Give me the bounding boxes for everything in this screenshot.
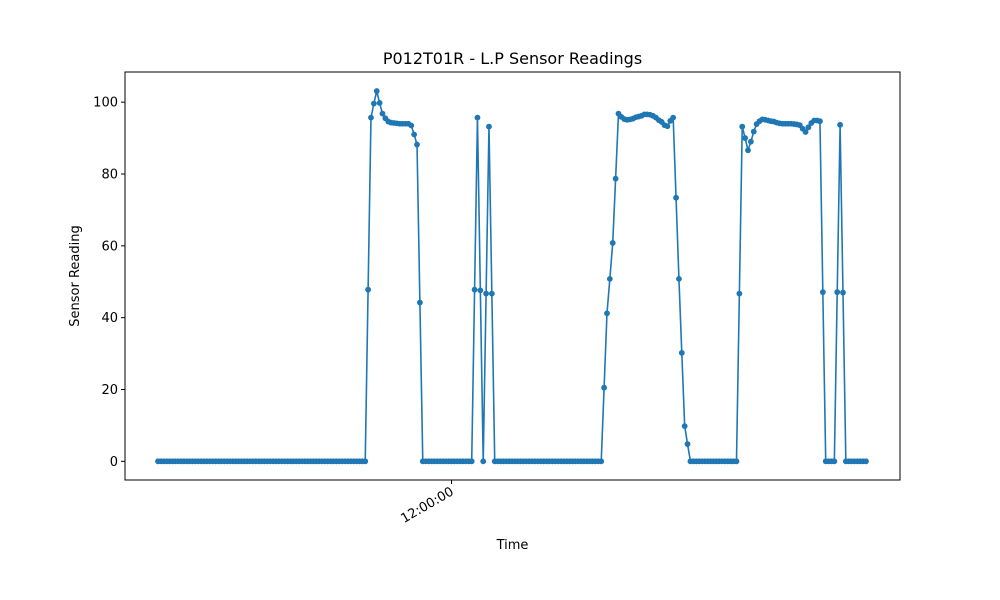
data-point — [802, 129, 809, 135]
data-point — [664, 123, 671, 130]
data-point — [488, 290, 495, 297]
data-point — [474, 114, 481, 121]
data-point — [747, 138, 754, 145]
data-point — [609, 240, 616, 246]
y-tick-label: 100 — [93, 96, 118, 111]
data-point — [414, 141, 420, 148]
y-tick-label: 20 — [101, 383, 118, 398]
data-point — [477, 287, 484, 294]
y-tick-label: 40 — [101, 311, 118, 326]
data-point — [368, 114, 374, 121]
data-point — [739, 123, 746, 130]
data-point — [408, 122, 415, 129]
y-axis-title: Sensor Reading — [68, 225, 83, 326]
plot-area — [155, 88, 869, 465]
data-point — [612, 175, 619, 182]
y-tick-label: 0 — [110, 455, 118, 470]
data-point — [745, 147, 751, 154]
data-point — [483, 290, 489, 297]
data-point — [837, 121, 843, 128]
data-point — [673, 194, 679, 201]
data-point — [831, 458, 838, 465]
data-point — [417, 299, 423, 306]
data-point — [471, 286, 478, 293]
data-point — [598, 458, 605, 465]
data-point — [750, 128, 757, 135]
data-point — [805, 124, 812, 131]
data-point — [411, 131, 418, 138]
data-point — [684, 441, 691, 447]
data-point — [817, 118, 823, 125]
data-point — [480, 458, 487, 465]
plot-frame — [124, 71, 901, 481]
y-tick-label: 60 — [101, 239, 118, 254]
data-point — [742, 135, 749, 141]
chart-title: P012T01R - L.P Sensor Readings — [383, 49, 642, 68]
data-point — [365, 286, 371, 293]
data-point — [373, 88, 380, 94]
data-point — [840, 289, 846, 296]
data-point — [678, 349, 685, 356]
x-axis-title: Time — [496, 538, 529, 553]
data-point — [834, 289, 841, 296]
data-point — [681, 423, 688, 430]
data-point — [606, 275, 613, 282]
data-point — [670, 114, 677, 121]
data-point — [819, 289, 826, 296]
data-point — [370, 100, 377, 107]
data-point — [601, 384, 607, 391]
data-point — [379, 110, 386, 117]
data-point — [863, 458, 869, 465]
y-axis: 0 20 40 60 80 100 — [93, 96, 125, 470]
data-point — [362, 458, 369, 465]
data-point — [736, 290, 743, 297]
data-point — [604, 310, 610, 317]
data-point — [376, 99, 383, 106]
data-point — [733, 458, 740, 465]
data-point — [486, 123, 492, 130]
data-point — [676, 275, 682, 282]
y-tick-label: 80 — [101, 168, 118, 183]
data-point — [468, 458, 475, 465]
